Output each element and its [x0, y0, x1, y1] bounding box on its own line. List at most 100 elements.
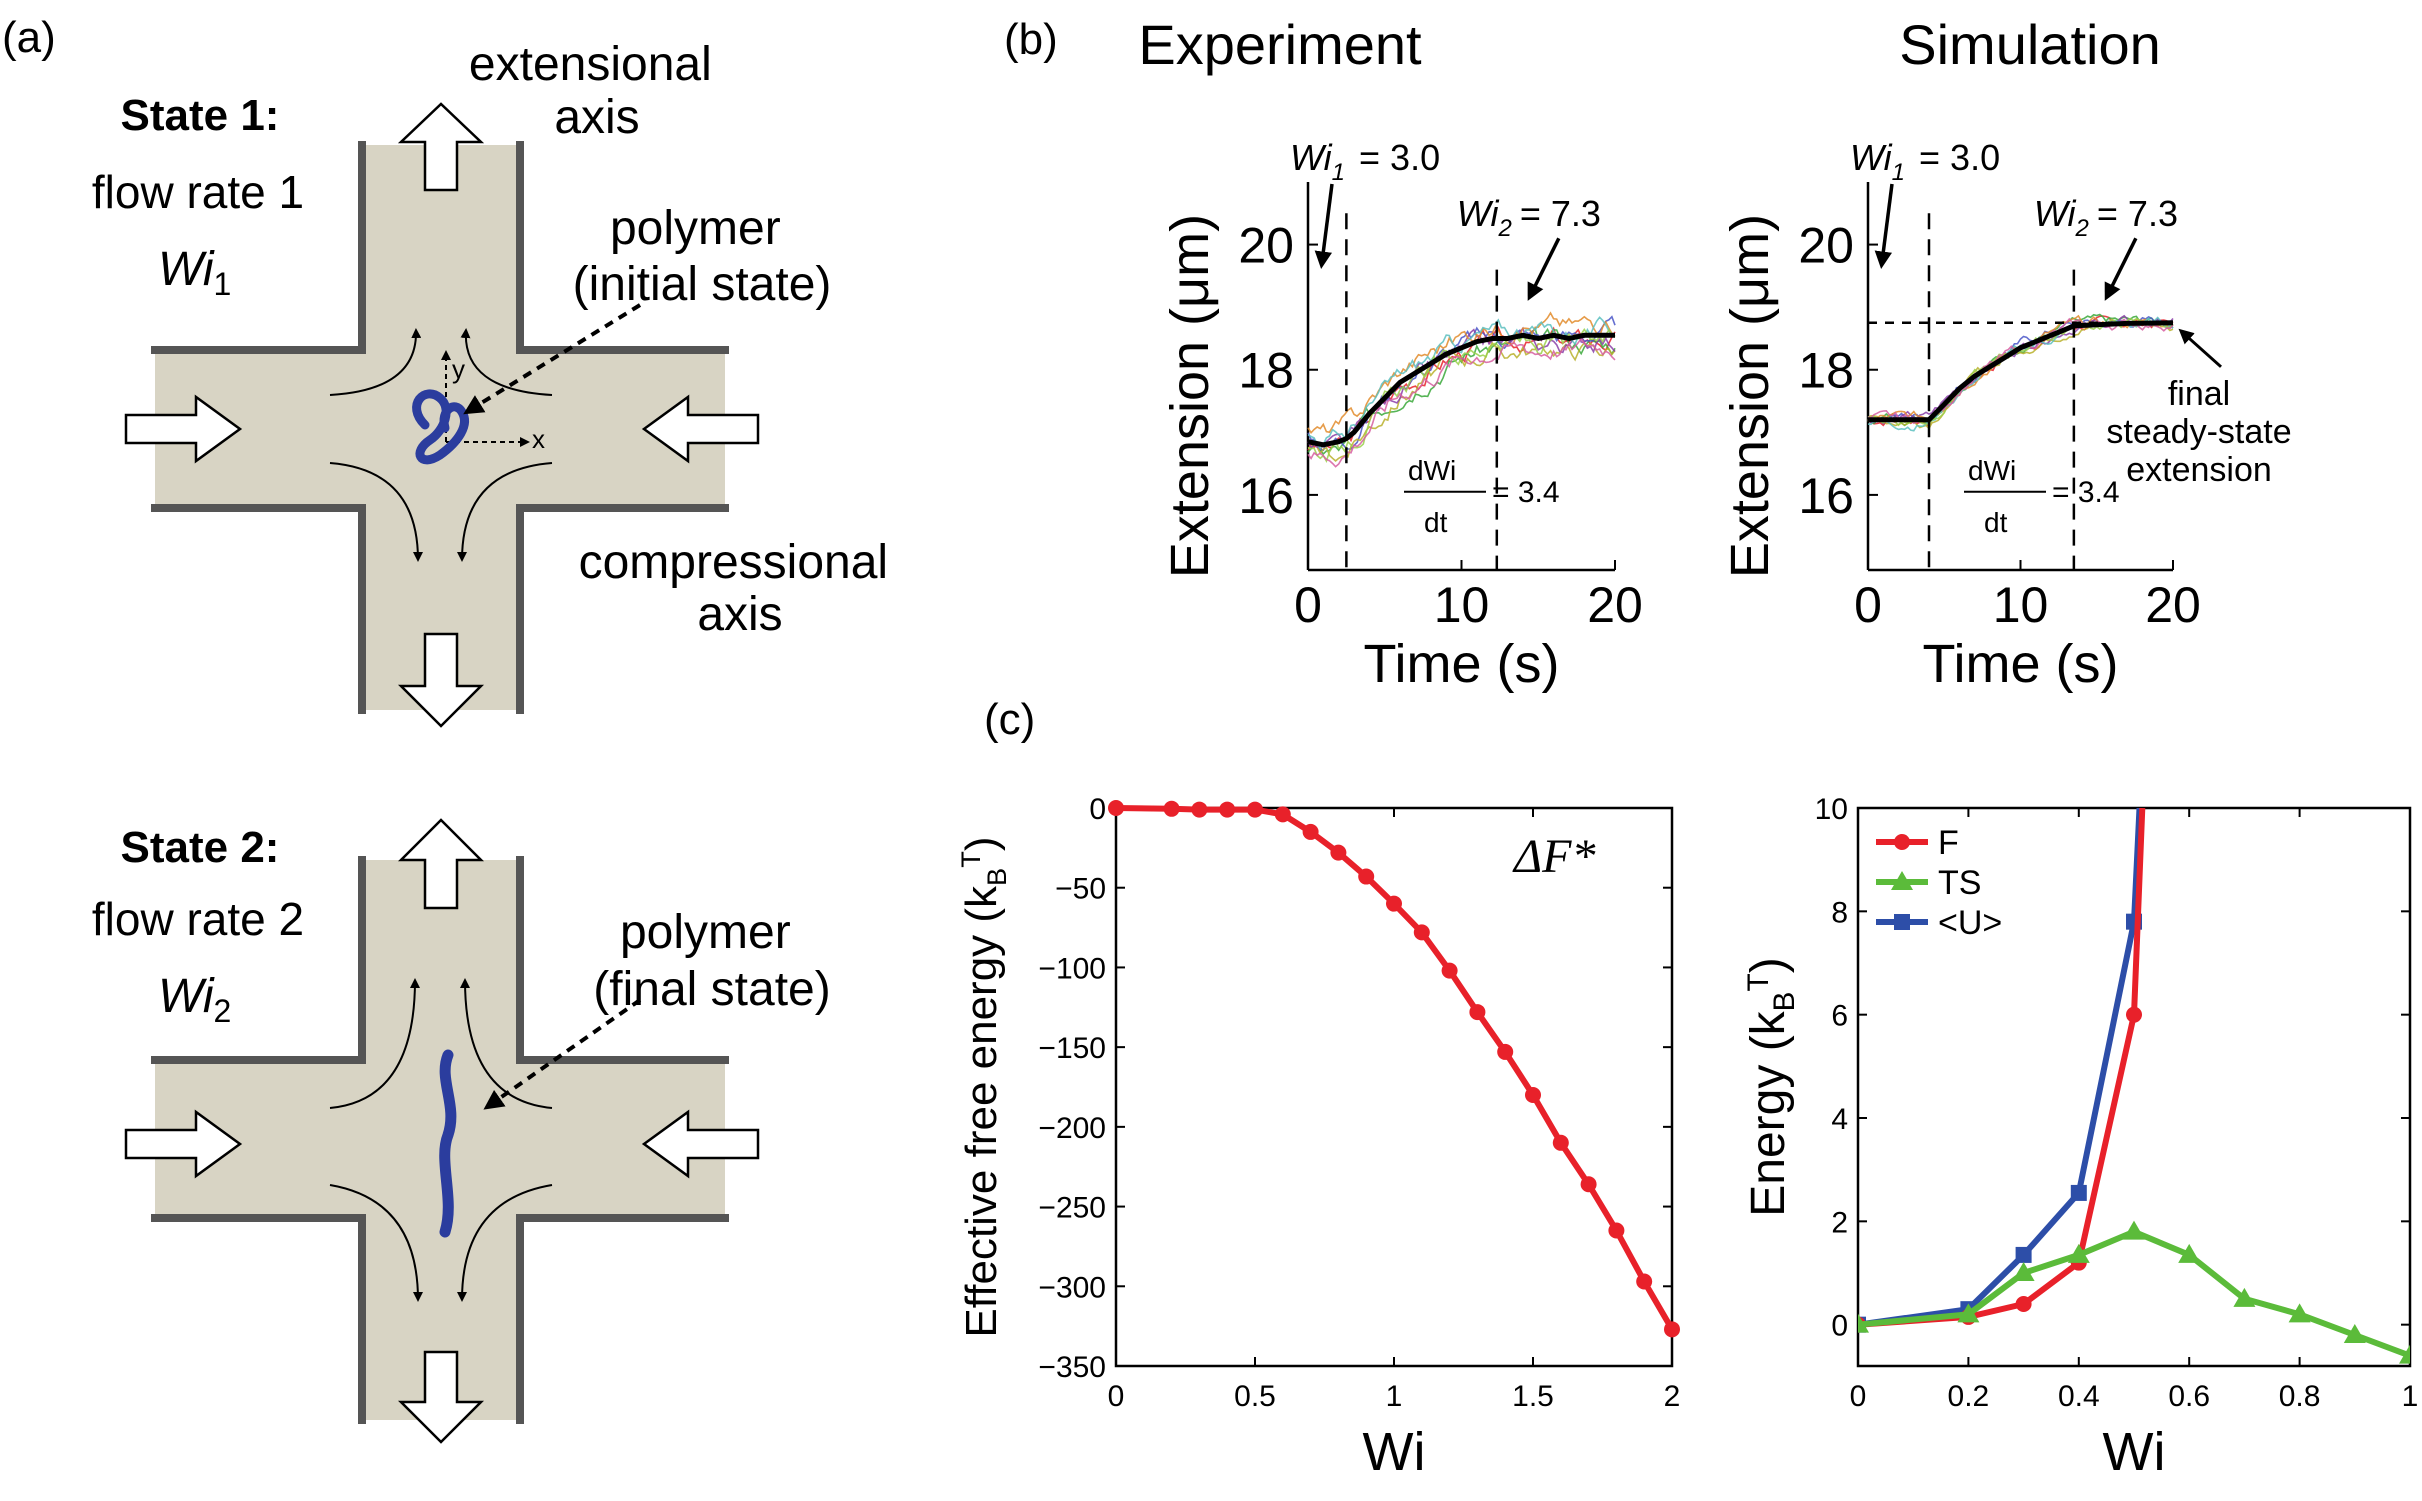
point-TS [2288, 1303, 2311, 1323]
point-TS [2178, 1243, 2201, 1263]
y-tick-label: 0 [1089, 793, 1106, 826]
inflow-arrow-right [641, 394, 760, 464]
wi2-label: Wi2 = 7.3 [1457, 193, 1601, 242]
compressional-label: compressional axis [579, 536, 902, 641]
panel-label-a: (a) [2, 13, 56, 62]
polymer-initial-line2: (initial state) [573, 258, 832, 311]
legend: FTS<U> [1876, 824, 2002, 942]
flow-arrows-state2 [124, 818, 760, 1444]
free-energy-point [1636, 1273, 1653, 1290]
x-tick-label: 20 [1587, 577, 1643, 633]
trajectory-trace [1307, 315, 1616, 452]
wi2-sub: 2 [2075, 215, 2089, 242]
state2-wi: Wi2 [158, 970, 231, 1029]
trajectory-trace [1307, 341, 1616, 462]
free-energy-series-line [1115, 805, 1675, 1331]
y-axis-label: Energy (kBT) [1742, 957, 1801, 1216]
free-energy-point [1608, 1222, 1625, 1239]
point-TS [2067, 1243, 2090, 1263]
free-energy-point [1191, 801, 1208, 818]
wi1-sub: 1 [1892, 159, 1905, 186]
y-tick-label: −300 [1038, 1271, 1106, 1304]
steady-state-annotation-line: extension [2126, 451, 2272, 489]
trajectory-trace [1867, 313, 2174, 427]
x-tick-label: 0 [1850, 1380, 1867, 1413]
trajectory-trace [1307, 336, 1616, 468]
polymer-initial-line1: polymer [610, 202, 781, 255]
y-axis-label: Effective free energy (kBT) [955, 836, 1012, 1337]
free-energy-point [1497, 1043, 1514, 1060]
x-tick-label: 0.2 [1948, 1380, 1990, 1413]
y-label-close: ) [1742, 957, 1795, 973]
trajectory-trace [1867, 314, 2174, 422]
steady-state-annotation-line: final [2168, 375, 2230, 413]
panel-label-b: (b) [1004, 15, 1058, 64]
streamlines-state2 [329, 978, 553, 1302]
free-energy-point [1580, 1176, 1597, 1193]
y-tick-label: −200 [1038, 1112, 1106, 1145]
panel-b-simulation: Simulation 16 18 20 0 10 20 Time (s) Extension … [1720, 13, 2292, 694]
y-tick-label: −50 [1055, 873, 1106, 906]
rate-num-text: dWi [1968, 455, 2016, 486]
panel-a: y x State 1: flow rate 1 Wi1 extensional… [92, 38, 902, 1444]
extensional-line2: axis [554, 91, 639, 144]
wall-upper-right [516, 141, 729, 354]
wi2-sub: 2 [1497, 215, 1511, 242]
legend-marker-triangle [1891, 871, 1913, 890]
plot-frame [1856, 806, 2412, 1368]
point-TS [2399, 1344, 2410, 1364]
x-axis-label: Wi [2103, 1422, 2166, 1482]
panel-label-c: (c) [984, 695, 1035, 744]
wi2-base: Wi [1457, 193, 1500, 234]
wi1-base: Wi [1850, 137, 1893, 178]
extensional-label: extensional axis [469, 38, 725, 144]
polymer-final-line2: (final state) [593, 963, 830, 1016]
axis-x-label: x [532, 424, 545, 454]
legend-label: F [1938, 824, 1959, 862]
state2-flowrate: flow rate 2 [92, 893, 304, 945]
free-energy-point [1330, 844, 1347, 861]
y-label-sup: T [1742, 973, 1775, 991]
wi2-base: Wi [2034, 193, 2077, 234]
free-energy-point [1386, 895, 1402, 912]
mean-extension-curve [1307, 332, 1615, 448]
wall-lower-right [516, 504, 729, 714]
x-tick-label: 0 [1854, 577, 1882, 633]
y-tick-label: −100 [1038, 952, 1106, 985]
point-U [2015, 1246, 2032, 1263]
polymer-final-pointer [483, 998, 642, 1110]
simulation-title: Simulation [1899, 13, 2160, 76]
legend-label: <U> [1938, 904, 2002, 942]
wi1-value: = 3.0 [1359, 137, 1440, 178]
chart-title-delta-f: ΔF* [1512, 830, 1596, 883]
series-line-square [1858, 808, 2143, 1328]
x-tick-label: 1 [2402, 1380, 2419, 1413]
y-tick-label: −350 [1038, 1351, 1106, 1384]
compressional-line2: axis [697, 588, 782, 641]
state2-title: State 2: [121, 823, 280, 872]
wi2-arrow [1527, 237, 1561, 301]
legend-marker-square [1894, 914, 1910, 930]
y-tick-label: 8 [1831, 896, 1848, 929]
y-label-sup: T [955, 851, 986, 868]
cross-channel-state2 [151, 856, 729, 1424]
y-label-main: Effective free energy (k [957, 885, 1006, 1338]
y-tick-label: 4 [1831, 1103, 1848, 1136]
x-axis-label: Time (s) [1923, 634, 2119, 694]
y-label-close: ) [957, 836, 1006, 851]
y-tick-label: 0 [1831, 1310, 1848, 1343]
energy-series-group [1858, 808, 2410, 1364]
rate-num-text: dWi [1408, 455, 1456, 486]
flow-arrows-state1 [124, 102, 760, 728]
rate-value: = 3.4 [2052, 476, 2120, 509]
y-tick-label: 18 [1798, 343, 1854, 399]
free-energy-point [1108, 800, 1124, 816]
free-energy-point [1219, 801, 1236, 818]
polymer-initial-label: polymer (initial state) [573, 202, 832, 311]
experiment-title: Experiment [1138, 13, 1422, 76]
point-TS [2123, 1220, 2145, 1240]
outflow-arrow-bottom [397, 632, 485, 728]
state1-wi-base: Wi [158, 243, 215, 296]
polymer-stretched [439, 1049, 457, 1238]
